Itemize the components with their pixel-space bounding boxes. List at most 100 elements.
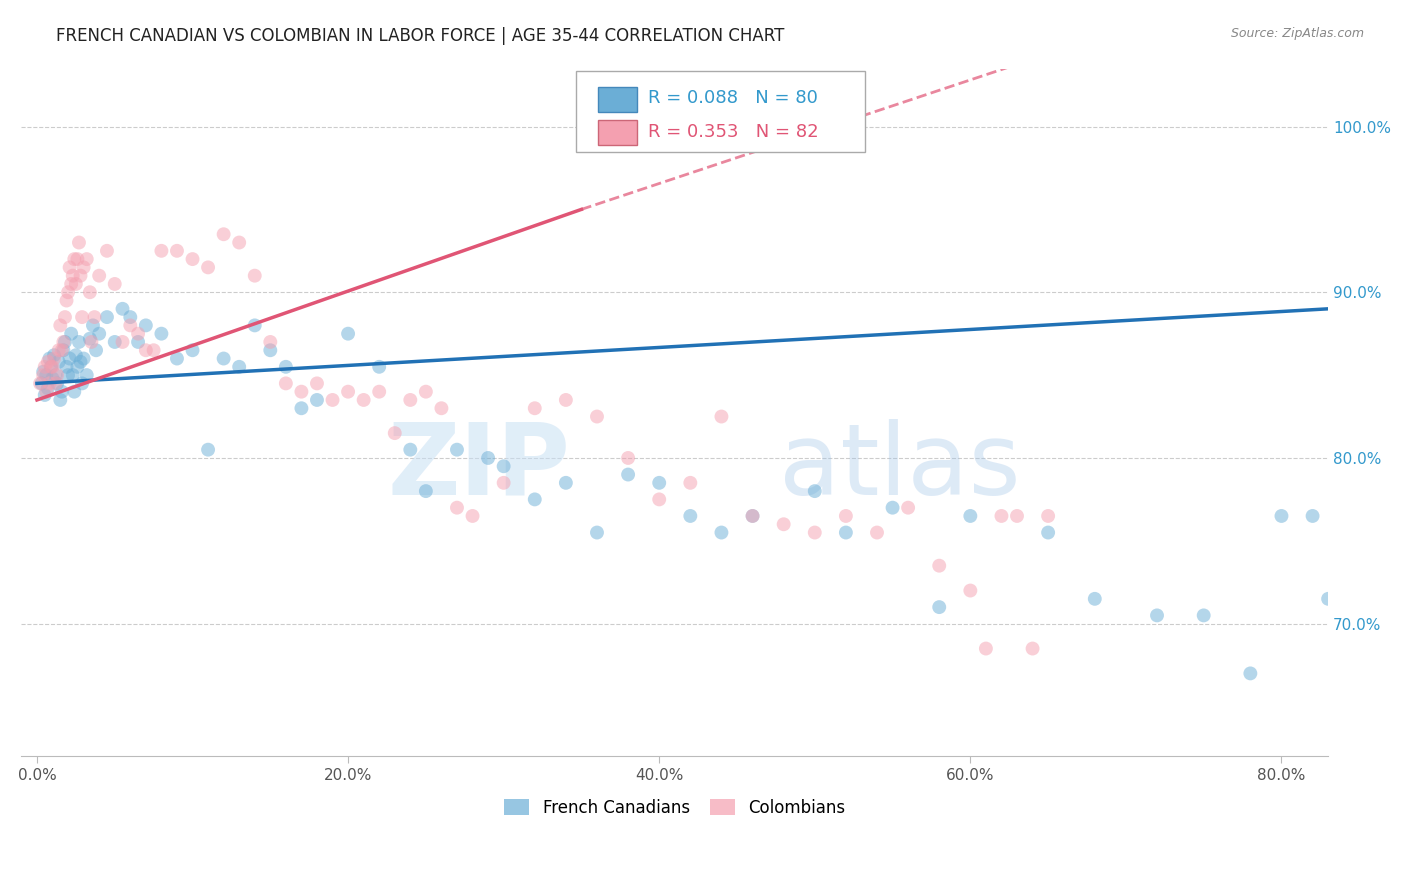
Point [66,359,89,374]
Point [89,326,111,341]
Point [79,285,101,300]
Point [259,343,281,358]
Point [866,525,889,540]
Text: FRENCH CANADIAN VS COLOMBIAN IN LABOR FORCE | AGE 35-44 CORRELATION CHART: FRENCH CANADIAN VS COLOMBIAN IN LABOR FO… [56,27,785,45]
Point [586,525,609,540]
Point [228,359,250,374]
Point [415,384,437,399]
Point [84,343,107,358]
Point [554,392,576,407]
Point [59,260,82,275]
Point [104,277,127,291]
Point [53,334,76,349]
Point [104,334,127,349]
Point [415,484,437,499]
Point [1302,508,1324,523]
Point [974,641,997,656]
Point [212,227,235,242]
Point [32,368,55,383]
Point [259,334,281,349]
Point [127,334,149,349]
Point [38,351,60,366]
Point [46,368,69,383]
Point [181,343,204,358]
Text: R = 0.088   N = 80: R = 0.088 N = 80 [648,89,818,107]
Point [1036,508,1059,523]
Point [1192,608,1215,623]
Point [65,348,87,362]
Point [1270,508,1292,523]
Point [274,376,297,391]
Point [617,450,640,465]
Point [399,442,422,457]
Point [32,365,55,379]
Point [150,326,173,341]
Point [45,368,67,383]
Point [60,277,83,291]
Point [212,351,235,366]
Point [31,376,53,391]
Point [523,401,546,416]
Point [63,252,86,266]
Point [56,368,79,383]
Point [51,384,73,399]
Point [76,368,98,383]
Point [48,343,70,358]
Point [446,442,468,457]
Point [127,326,149,341]
Point [55,359,77,374]
Point [243,268,266,283]
Point [990,508,1012,523]
Point [72,260,94,275]
Point [79,332,101,346]
Point [322,392,344,407]
Point [368,359,391,374]
Point [353,392,375,407]
Point [83,310,105,324]
Point [62,268,84,283]
Point [82,318,104,333]
Point [1239,666,1261,681]
Point [142,343,165,358]
Point [49,318,72,333]
Point [120,310,142,324]
Point [804,525,827,540]
Point [648,492,671,507]
Point [166,244,188,258]
Point [42,348,65,362]
Text: atlas: atlas [779,419,1021,516]
Point [66,252,89,266]
Point [34,359,56,374]
Point [928,558,950,573]
Text: ZIP: ZIP [388,419,571,516]
Point [39,359,62,374]
Point [48,355,70,369]
Point [46,376,69,391]
Point [56,285,79,300]
Point [492,459,515,474]
Point [554,475,576,490]
Point [337,384,360,399]
Point [523,492,546,507]
Point [1146,608,1168,623]
Point [45,376,67,391]
Point [430,401,453,416]
Point [197,442,219,457]
Point [446,500,468,515]
Point [37,381,59,395]
Point [53,310,76,324]
Point [52,343,75,358]
Point [1317,591,1340,606]
Point [928,600,950,615]
Point [835,525,858,540]
Point [55,293,77,308]
Point [39,359,62,374]
Point [67,334,90,349]
Point [959,583,981,598]
Point [35,384,58,399]
Point [41,371,63,385]
Point [586,409,609,424]
Point [1021,641,1043,656]
Point [28,376,51,391]
Point [959,508,981,523]
